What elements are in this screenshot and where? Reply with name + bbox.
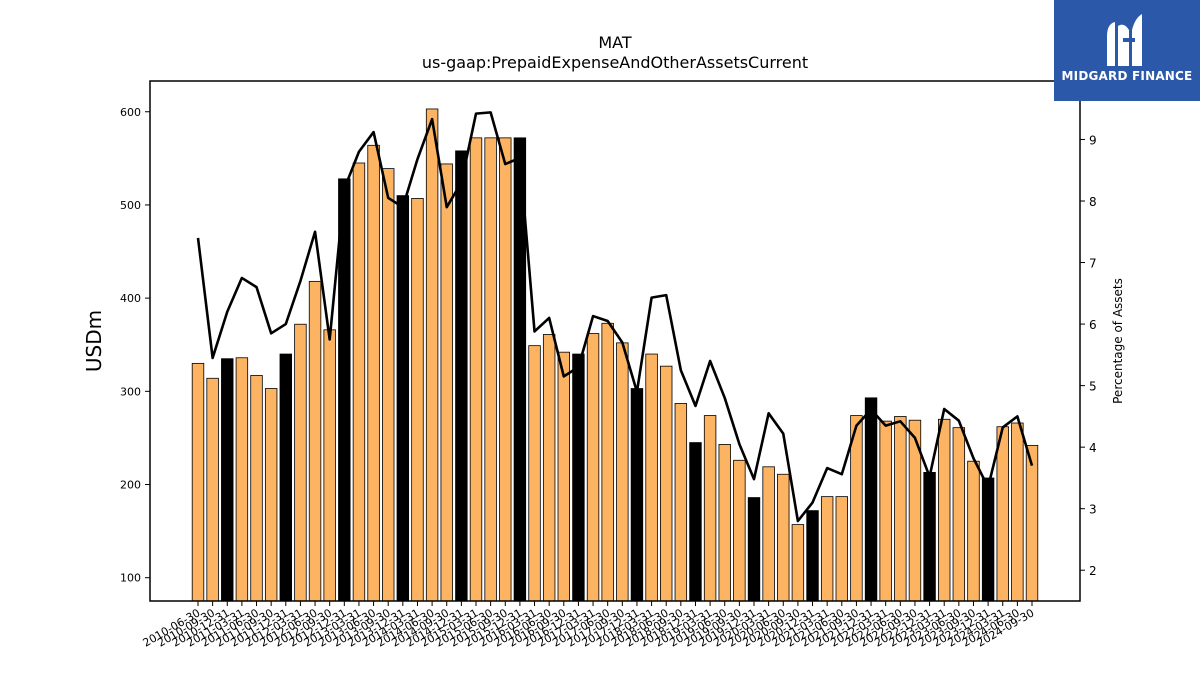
- bar-2018-03-31: [645, 353, 658, 602]
- y-tick-label: 400: [120, 292, 141, 305]
- bar-2018-12-31: [689, 442, 702, 602]
- plot-frame: [149, 80, 1081, 602]
- midgard-logo-mark-icon: [1107, 14, 1142, 67]
- bar-2021-03-31: [820, 496, 834, 602]
- bar-2014-03-31: [411, 198, 424, 602]
- bar-2021-12-31: [864, 397, 878, 602]
- y2-tick-label: 8: [1089, 195, 1097, 209]
- y-tick-label: 300: [120, 385, 141, 398]
- bar-2023-06-30: [952, 427, 966, 602]
- bar-2022-06-30: [894, 416, 907, 602]
- bar-2017-06-30: [601, 322, 614, 602]
- bar-2020-03-31: [762, 466, 775, 602]
- y-axis-right: 2 3 4 5 6 7 8 9: [1080, 133, 1097, 578]
- y2-tick-label: 7: [1089, 257, 1097, 271]
- y2-tick-label: 2: [1089, 564, 1097, 578]
- chart-title: MAT: [598, 33, 632, 52]
- bar-2022-12-31: [923, 471, 936, 602]
- bar-2013-12-31: [396, 195, 410, 602]
- bar-2014-06-30: [425, 108, 439, 602]
- y-axis-left: 100 200 300 400 500 600: [120, 106, 150, 585]
- y2-axis-label: Percentage of Assets: [1111, 278, 1125, 404]
- bar-2021-06-30: [835, 496, 848, 602]
- bar-2014-12-31: [455, 150, 468, 602]
- bar-2012-06-30: [308, 280, 322, 602]
- bar-2024-09-30: [1025, 444, 1039, 602]
- bar-2015-09-30: [499, 137, 512, 602]
- y2-tick-label: 9: [1089, 133, 1097, 147]
- bar-2020-06-30: [777, 473, 790, 602]
- chart-subtitle: us-gaap:PrepaidExpenseAndOtherAssetsCurr…: [422, 53, 808, 72]
- bar-2014-09-30: [440, 163, 453, 602]
- y2-tick-label: 5: [1089, 380, 1097, 394]
- bar-2024-03-31: [996, 426, 1009, 602]
- bar-2012-03-31: [294, 323, 307, 602]
- brand-logo: MIDGARD FINANCE: [1054, 0, 1200, 101]
- bar-2018-06-30: [660, 365, 673, 602]
- bar-2010-09-30: [206, 377, 219, 602]
- bar-2019-09-30: [733, 459, 746, 602]
- bar-2019-06-30: [718, 444, 731, 602]
- bar-2016-06-30: [542, 334, 556, 602]
- y-axis-label: USDm: [82, 310, 106, 372]
- bar-2023-12-31: [981, 477, 995, 602]
- x-axis: 2010-06-302010-09-302010-12-312011-03-31…: [141, 601, 1037, 650]
- bar-2016-09-30: [557, 351, 570, 602]
- line-group: [196, 111, 1034, 523]
- y2-tick-label: 4: [1089, 441, 1097, 455]
- bar-2017-09-30: [616, 342, 629, 602]
- bar-2013-03-31: [352, 162, 366, 602]
- bar-2016-12-31: [572, 353, 585, 602]
- bar-2011-06-30: [250, 375, 263, 602]
- bar-2011-12-31: [279, 353, 292, 602]
- bar-2020-12-31: [806, 510, 819, 602]
- percentage-line: [196, 111, 1034, 523]
- logo-text: MIDGARD FINANCE: [1061, 69, 1193, 83]
- y2-tick-label: 6: [1089, 318, 1097, 332]
- bar-2017-12-31: [630, 388, 644, 602]
- y-tick-label: 100: [120, 572, 141, 585]
- bar-2019-03-31: [703, 415, 717, 602]
- bar-2022-03-31: [879, 420, 892, 602]
- bar-2015-03-31: [469, 137, 483, 602]
- y2-tick-label: 3: [1089, 503, 1097, 517]
- bar-2023-09-30: [967, 460, 980, 602]
- bar-2015-06-30: [484, 137, 497, 602]
- bar-2019-12-31: [747, 497, 761, 602]
- bar-2011-03-31: [235, 357, 249, 602]
- y-tick-label: 500: [120, 199, 141, 212]
- bar-2020-09-30: [791, 524, 805, 602]
- bar-2012-09-30: [323, 329, 336, 602]
- y-tick-label: 600: [120, 106, 141, 119]
- bar-2023-03-31: [938, 418, 951, 602]
- bar-2016-03-31: [528, 345, 541, 602]
- bar-2013-09-30: [382, 168, 395, 602]
- bar-2013-06-30: [367, 144, 380, 602]
- bar-2011-09-30: [264, 388, 278, 602]
- y-tick-label: 200: [120, 479, 141, 492]
- bar-2010-06-30: [191, 362, 205, 602]
- bar-2018-09-30: [674, 403, 688, 602]
- bar-2024-06-30: [1011, 422, 1024, 602]
- bar-2010-12-31: [221, 358, 234, 602]
- bar-2017-03-31: [586, 333, 600, 602]
- bars-group: [191, 108, 1039, 602]
